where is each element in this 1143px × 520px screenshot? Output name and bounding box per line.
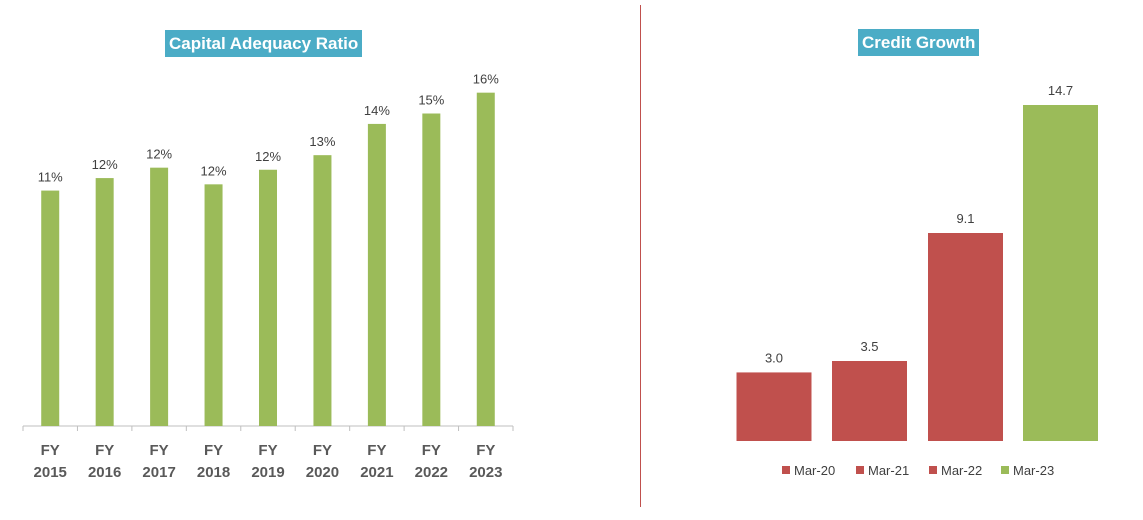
x-tick-label: 2015 <box>34 464 67 481</box>
credit-growth-title: Credit Growth <box>858 29 980 56</box>
data-label: 3.5 <box>860 339 878 354</box>
capital-adequacy-title: Capital Adequacy Ratio <box>165 30 363 57</box>
legend-swatch <box>929 466 937 474</box>
bar-Mar-20 <box>736 372 812 441</box>
legend-label: Mar-21 <box>868 463 909 478</box>
x-tick-label: 2023 <box>469 464 502 481</box>
chart-divider <box>640 5 641 507</box>
x-tick-label: FY <box>150 442 169 459</box>
x-tick-label: 2018 <box>197 464 230 481</box>
data-label: 9.1 <box>956 211 974 226</box>
x-tick-label: 2016 <box>88 464 121 481</box>
capital-adequacy-chart: 11% FY 2015 12% FY 2016 12% FY 2017 12% FY 2018 12% F… <box>22 72 514 481</box>
data-label: 14.7 <box>1048 83 1073 98</box>
x-tick-label: FY <box>204 442 223 459</box>
data-label: 12% <box>92 157 118 172</box>
legend-swatch <box>782 466 790 474</box>
legend-label: Mar-23 <box>1013 463 1054 478</box>
data-label: 14% <box>364 103 390 118</box>
legend-swatch <box>856 466 864 474</box>
bar-2021 <box>367 123 386 427</box>
data-label: 15% <box>418 93 444 108</box>
x-tick-label: 2019 <box>251 464 284 481</box>
data-label: 16% <box>473 72 499 87</box>
x-tick-label: FY <box>476 442 495 459</box>
bar-2015 <box>41 190 60 426</box>
bar-2022 <box>422 113 441 426</box>
x-tick-label: 2021 <box>360 464 393 481</box>
bar-Mar-22 <box>928 233 1003 441</box>
legend-label: Mar-22 <box>941 463 982 478</box>
x-tick-label: 2017 <box>142 464 175 481</box>
data-label: 3.0 <box>765 350 783 365</box>
x-tick-label: FY <box>313 442 332 459</box>
data-label: 12% <box>201 163 227 178</box>
bar-2016 <box>95 178 114 426</box>
x-tick-label: 2020 <box>306 464 339 481</box>
legend-swatch <box>1001 466 1009 474</box>
legend-label: Mar-20 <box>794 463 835 478</box>
bar-2018 <box>204 184 223 426</box>
x-tick-label: 2022 <box>415 464 448 481</box>
x-tick-label: FY <box>95 442 114 459</box>
data-label: 12% <box>255 149 281 164</box>
data-label: 11% <box>38 170 63 185</box>
x-tick-label: FY <box>422 442 441 459</box>
x-tick-label: FY <box>41 442 60 459</box>
bar-Mar-23 <box>1023 105 1098 441</box>
data-label: 12% <box>146 147 172 162</box>
bar-2023 <box>476 92 495 427</box>
bar-2017 <box>150 167 169 426</box>
bar-2020 <box>313 155 332 426</box>
x-tick-label: FY <box>367 442 386 459</box>
bar-2019 <box>259 169 277 426</box>
bar-Mar-21 <box>832 361 907 441</box>
data-label: 13% <box>309 134 335 149</box>
x-tick-label: FY <box>258 442 277 459</box>
